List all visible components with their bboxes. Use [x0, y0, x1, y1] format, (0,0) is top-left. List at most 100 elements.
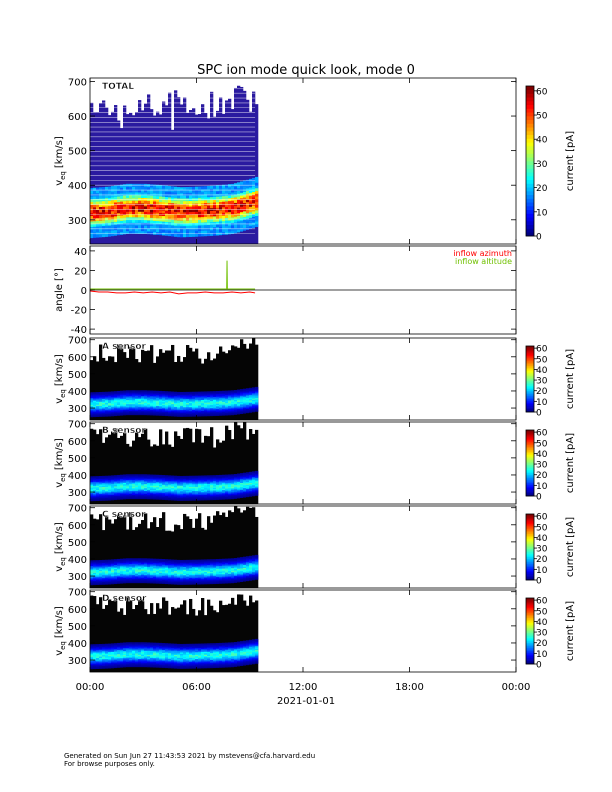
spectrogram-cell [126, 645, 130, 647]
spectrogram-cell [93, 487, 97, 489]
spectrogram-cell [102, 477, 106, 479]
spectrogram-cell [243, 392, 247, 395]
spectrogram-cell [186, 490, 190, 493]
spectrogram-cell [120, 565, 124, 568]
spectrogram-cell [159, 397, 163, 400]
spectrogram-cell [228, 570, 232, 573]
spectrogram-cell [132, 565, 136, 567]
spectrogram-cell [225, 212, 229, 216]
spectrogram-cell [96, 580, 100, 583]
spectrogram-cell [159, 207, 163, 211]
colorbar-segment [526, 183, 534, 188]
spectrogram-cell [126, 494, 130, 497]
spectrogram-cell [174, 228, 178, 232]
spectrogram-cell [132, 665, 136, 668]
spectrogram-cell [204, 489, 208, 491]
spectrogram-cell [210, 414, 214, 417]
spectrogram-cell [171, 186, 175, 190]
spectrogram-cell [201, 493, 205, 495]
spectrogram-cell [234, 566, 238, 568]
spectrogram-cell [189, 574, 193, 577]
spectrogram-cell [147, 214, 151, 218]
spectrogram-cell [201, 219, 205, 223]
spectrogram-cell [174, 578, 178, 581]
spectrogram-cell [222, 577, 226, 580]
spectrogram-cell [159, 561, 163, 564]
spectrogram-cell [144, 573, 148, 576]
spectrogram-cell [249, 495, 253, 497]
spectrogram-cell [108, 578, 112, 581]
spectrogram-cell [234, 191, 238, 195]
spectrogram-cell [192, 406, 196, 409]
spectrogram-cell [252, 390, 256, 392]
spectrogram-cell [204, 560, 208, 563]
spectrogram-cell [198, 570, 202, 573]
spectrogram-cell [96, 496, 100, 499]
spectrogram-cell [213, 487, 217, 490]
spectrogram-cell [159, 196, 163, 200]
spectrogram-cell [174, 475, 178, 478]
spectrogram-cell [186, 578, 190, 581]
spectrogram-cell [90, 578, 94, 580]
spectrogram-cell [243, 480, 247, 483]
spectrogram-cell [144, 580, 148, 582]
spectrogram-cell [135, 487, 139, 490]
spectrogram-cell [216, 411, 220, 414]
spectrogram-cell [135, 214, 139, 218]
spectrogram-cell [105, 570, 109, 573]
spectrogram-cell [126, 186, 130, 190]
spectrogram-cell [114, 648, 118, 651]
spectrogram-cell [93, 648, 97, 650]
colorbar-segment [526, 388, 534, 391]
spectrogram-cell [156, 187, 160, 191]
spectrogram-cell [90, 476, 94, 478]
spectrogram-cell [96, 393, 100, 396]
spectrogram-cell [168, 350, 172, 420]
colorbar-segment [526, 93, 534, 98]
spectrogram-cell [231, 561, 235, 563]
spectrogram-cell [210, 571, 214, 574]
spectrogram-cell [174, 200, 178, 204]
spectrogram-cell [90, 396, 94, 399]
spectrogram-cell [207, 392, 211, 395]
spectrogram-cell [132, 485, 136, 487]
spectrogram-cell [180, 209, 184, 213]
spectrogram-cell [162, 498, 166, 500]
spectrogram-cell [225, 573, 229, 576]
spectrogram-cell [102, 643, 106, 646]
spectrogram-cell [171, 211, 175, 215]
spectrogram-cell [186, 583, 190, 585]
spectrogram-cell [123, 400, 127, 402]
spectrogram-cell [210, 564, 214, 567]
spectrogram-cell [129, 658, 133, 661]
spectrogram-cell [225, 566, 229, 569]
spectrogram-cell [228, 209, 232, 213]
spectrogram-cell [165, 404, 169, 407]
spectrogram-cell [114, 498, 118, 501]
spectrogram-cell [249, 474, 253, 477]
spectrogram-cell [183, 400, 187, 402]
spectrogram-cell [120, 568, 124, 570]
spectrogram-cell [117, 494, 121, 496]
spectrogram-cell [102, 574, 106, 577]
spectrogram-cell [93, 576, 97, 579]
spectrogram-cell [246, 403, 250, 405]
spectrogram-cell [162, 481, 166, 484]
spectrogram-cell [150, 564, 154, 566]
spectrogram-cell [183, 577, 187, 580]
spectrogram-cell [108, 653, 112, 655]
spectrogram-cell [105, 661, 109, 664]
spectrogram-cell [210, 409, 214, 411]
colorbar-tick-label: 0 [536, 577, 542, 587]
spectrogram-cell [105, 211, 109, 215]
spectrogram-cell [93, 572, 97, 575]
spectrogram-cell [228, 484, 232, 486]
colorbar-segment [526, 191, 534, 196]
spectrogram-cell [192, 401, 196, 403]
spectrogram-cell [96, 495, 100, 497]
spectrogram-cell [150, 581, 154, 584]
spectrogram-cell [225, 228, 229, 232]
spectrogram-cell [246, 557, 250, 560]
spectrogram-cell [213, 229, 217, 233]
spectrogram-cell [153, 192, 157, 196]
